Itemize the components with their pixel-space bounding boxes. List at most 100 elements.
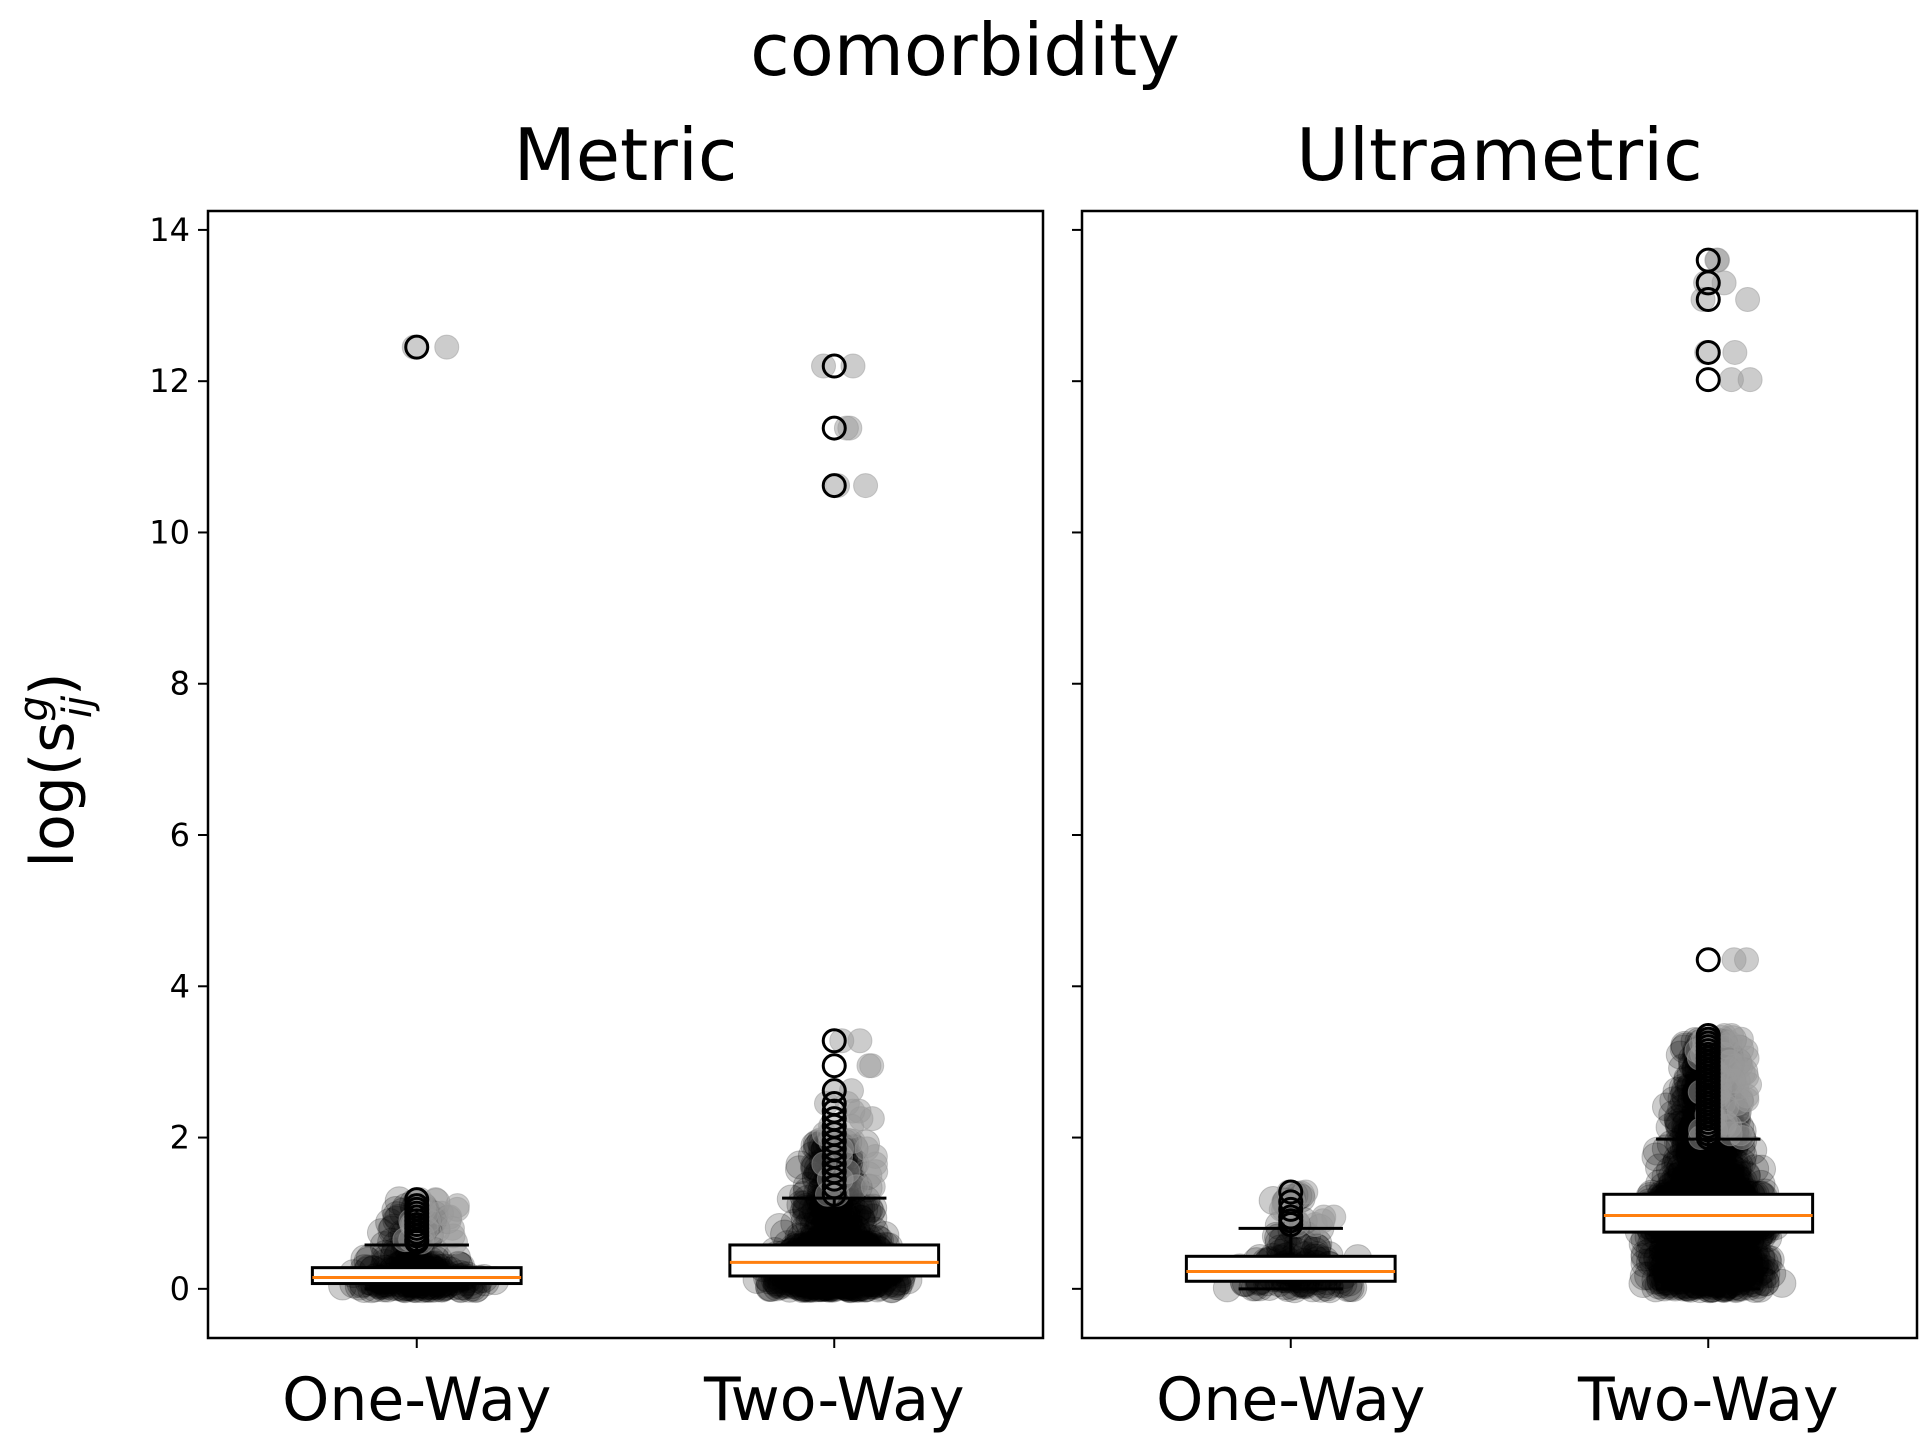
outlier-marker xyxy=(1278,1212,1304,1238)
outlier-marker xyxy=(1278,1196,1304,1222)
scatter-point xyxy=(841,1214,871,1244)
scatter-point xyxy=(840,1202,870,1232)
y-tick-label: 2 xyxy=(170,1119,190,1157)
scatter-point xyxy=(1302,1212,1328,1238)
scatter-point xyxy=(1720,1164,1750,1194)
y-tick-label: 6 xyxy=(170,816,190,854)
outlier-marker xyxy=(821,1028,847,1054)
plot-frame xyxy=(206,209,1045,1340)
outlier-marker xyxy=(821,1078,847,1104)
x-tick-label: One-Way xyxy=(1156,1365,1425,1435)
scatter-point xyxy=(1664,1242,1694,1272)
scatter-point xyxy=(811,1208,841,1238)
scatter-point xyxy=(831,1202,861,1232)
scatter-point xyxy=(821,1213,851,1243)
scatter-point xyxy=(817,1211,847,1241)
outlier-marker xyxy=(821,1181,847,1207)
scatter-point xyxy=(1733,1245,1763,1275)
y-tick-label: 0 xyxy=(170,1270,190,1308)
outlier-marker xyxy=(821,1174,847,1200)
scatter-point xyxy=(798,1201,828,1231)
panel-title: Ultrametric xyxy=(1296,113,1703,197)
panel-metric: Metric 0 2 4 6 8 10 12 14 One-Way Two-Way xyxy=(149,113,1045,1435)
scatter-point xyxy=(1734,947,1760,973)
scatter-point xyxy=(803,1203,833,1233)
outlier-marker xyxy=(1278,1179,1304,1205)
scatter-point xyxy=(790,1206,820,1236)
y-tick-label: 12 xyxy=(149,362,190,400)
y-axis-label-superscript: g xyxy=(11,696,57,721)
scatter-point xyxy=(1655,1267,1685,1297)
scatter-point xyxy=(1704,1247,1734,1277)
scatter-point xyxy=(840,353,866,379)
panel-ultrametric: Ultrametric One-Way Two-Way xyxy=(1072,113,1919,1435)
scatter-point xyxy=(1711,1236,1741,1266)
y-tick-label: 4 xyxy=(170,967,190,1005)
scatter-point xyxy=(841,1214,871,1244)
scatter-point xyxy=(856,1053,882,1079)
scatter-point xyxy=(1737,367,1763,393)
scatter-point xyxy=(822,1212,852,1242)
scatter-point xyxy=(795,1208,825,1238)
box-two-way xyxy=(728,1243,941,1278)
scatter-point xyxy=(822,1212,852,1242)
outlier-marker xyxy=(821,473,847,499)
x-tick-label: Two-Way xyxy=(703,1365,965,1435)
panel-title: Metric xyxy=(514,113,738,197)
scatter-point xyxy=(1735,286,1761,312)
scatter-point xyxy=(853,473,879,499)
outlier-marker xyxy=(404,1229,430,1255)
y-tick-label: 8 xyxy=(170,665,190,703)
scatter-point xyxy=(1757,1259,1787,1289)
scatter-point xyxy=(829,1028,855,1054)
x-tick-label: Two-Way xyxy=(1577,1365,1839,1435)
outlier-marker xyxy=(821,415,847,441)
scatter-point xyxy=(846,1204,876,1234)
scatter-points-one-way xyxy=(328,334,510,1304)
scatter-point xyxy=(847,1208,877,1238)
scatter-point xyxy=(1722,339,1748,365)
y-tick-label: 10 xyxy=(149,513,190,551)
y-tick-label: 14 xyxy=(149,211,190,249)
scatter-point xyxy=(434,334,460,360)
box-one-way xyxy=(1184,1254,1397,1283)
outlier-marker xyxy=(1695,947,1721,973)
outlier-marker xyxy=(821,353,847,379)
scatter-point xyxy=(858,1203,888,1233)
scatter-point xyxy=(828,1213,858,1243)
scatter-point xyxy=(1644,1270,1674,1300)
scatter-point xyxy=(1669,1270,1699,1300)
scatter-point xyxy=(1668,1242,1698,1272)
y-axis-label-close: ) xyxy=(18,672,88,695)
outlier-marker xyxy=(821,1166,847,1192)
scatter-point xyxy=(1656,1242,1686,1272)
scatter-point xyxy=(804,1212,834,1242)
scatter-point xyxy=(1667,1249,1697,1279)
scatter-point xyxy=(1686,1148,1716,1178)
scatter-point xyxy=(846,1204,876,1234)
outlier-marker xyxy=(821,1053,847,1079)
scatter-point xyxy=(780,1208,810,1238)
scatter-point xyxy=(799,1211,829,1241)
scatter-point xyxy=(1635,1247,1665,1277)
scatter-point xyxy=(1729,1125,1755,1151)
scatter-point xyxy=(1641,1142,1671,1172)
outlier-marker xyxy=(404,334,430,360)
scatter-point xyxy=(442,1229,468,1255)
scatter-point xyxy=(1710,1272,1740,1302)
y-axis-label: log(sgij) xyxy=(11,672,101,867)
plot-frame xyxy=(1080,209,1919,1340)
x-tick-label: One-Way xyxy=(282,1365,551,1435)
chart-title: comorbidity xyxy=(750,8,1180,92)
scatter-point xyxy=(810,1210,840,1240)
y-axis-label-subscript: ij xyxy=(55,695,101,718)
outlier-marker xyxy=(1695,367,1721,393)
box-two-way xyxy=(1602,1192,1815,1234)
y-axis-label-main: log(s xyxy=(18,721,88,867)
scatter-point xyxy=(1670,1236,1700,1266)
box-one-way xyxy=(310,1266,523,1286)
scatter-point xyxy=(792,1192,822,1222)
scatter-point xyxy=(792,1194,822,1224)
